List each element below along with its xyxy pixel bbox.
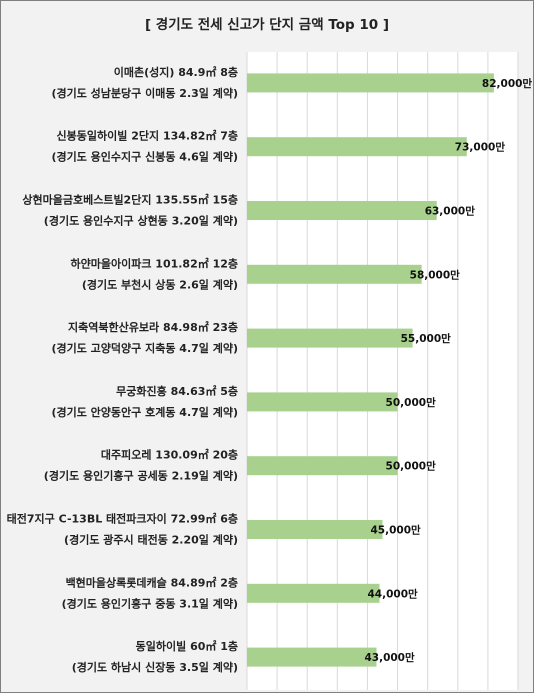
bar-9[interactable] xyxy=(247,583,380,603)
bar-8[interactable] xyxy=(247,520,383,539)
category-label-location: (경기도 고양덕양구 지축동 4.7일 계약) xyxy=(51,341,238,355)
category-label-name: 지축역북한산유보라 84.98㎡ 23층 xyxy=(68,320,238,334)
category-label-location: (경기도 용인기흥구 중동 3.1일 계약) xyxy=(62,596,238,610)
data-label: 50,000만 xyxy=(386,460,437,473)
category-label-location: (경기도 용인수지구 상현동 3.20일 계약) xyxy=(44,214,238,228)
data-label: 82,000만 xyxy=(482,77,533,90)
category-label-location: (경기도 용인기흥구 공세동 2.19일 계약) xyxy=(44,469,238,483)
category-label-name: 하얀마을아이파크 101.82㎡ 12층 xyxy=(71,256,239,270)
data-label: 63,000만 xyxy=(425,205,476,218)
bar-1[interactable] xyxy=(247,73,494,93)
data-label: 45,000만 xyxy=(371,524,422,537)
bar-6[interactable] xyxy=(247,392,398,412)
category-label-location: (경기도 하남시 신장동 3.5일 계약) xyxy=(72,660,238,674)
bar-7[interactable] xyxy=(247,456,398,476)
category-label-location: (경기도 성남분당구 이매동 2.3일 계약) xyxy=(51,86,238,100)
bar-3[interactable] xyxy=(247,201,437,220)
chart-title: [ 경기도 전세 신고가 단지 금액 Top 10 ] xyxy=(144,17,390,33)
data-label: 73,000만 xyxy=(455,141,506,154)
data-label: 43,000만 xyxy=(364,651,415,664)
data-label: 44,000만 xyxy=(367,587,418,600)
category-label-location: (경기도 광주시 태전동 2.20일 계약) xyxy=(64,533,238,547)
category-label-name: 이매촌(성지) 84.9㎡ 8층 xyxy=(114,65,238,79)
bar-2[interactable] xyxy=(247,137,467,157)
bar-4[interactable] xyxy=(247,264,422,284)
data-label: 50,000만 xyxy=(386,396,437,409)
category-label-location: (경기도 용인수지구 신봉동 4.6일 계약) xyxy=(51,150,238,164)
plot-area xyxy=(247,52,518,690)
category-label-name: 태전7지구 C-13BL 태전파크자이 72.99㎡ 6층 xyxy=(7,512,238,526)
category-label-name: 상현마을금호베스트빌2단지 135.55㎡ 15층 xyxy=(22,193,238,207)
category-label-name: 신봉동일하이빌 2단지 134.82㎡ 7층 xyxy=(57,129,238,143)
bar-10[interactable] xyxy=(247,647,377,667)
data-label: 58,000만 xyxy=(410,268,461,281)
category-label-name: 백현마을상록롯데캐슬 84.89㎡ 2층 xyxy=(66,575,238,589)
category-label-name: 동일하이빌 60㎡ 1층 xyxy=(136,639,238,653)
category-label-name: 대주피오레 130.09㎡ 20층 xyxy=(101,448,238,462)
category-label-name: 무궁화진흥 84.63㎡ 5층 xyxy=(116,384,238,398)
category-label-location: (경기도 부천시 상동 2.6일 계약) xyxy=(82,277,238,291)
data-label: 55,000만 xyxy=(401,332,452,345)
category-label-location: (경기도 안양동안구 호계동 4.7일 계약) xyxy=(51,405,238,419)
bar-5[interactable] xyxy=(247,328,413,348)
